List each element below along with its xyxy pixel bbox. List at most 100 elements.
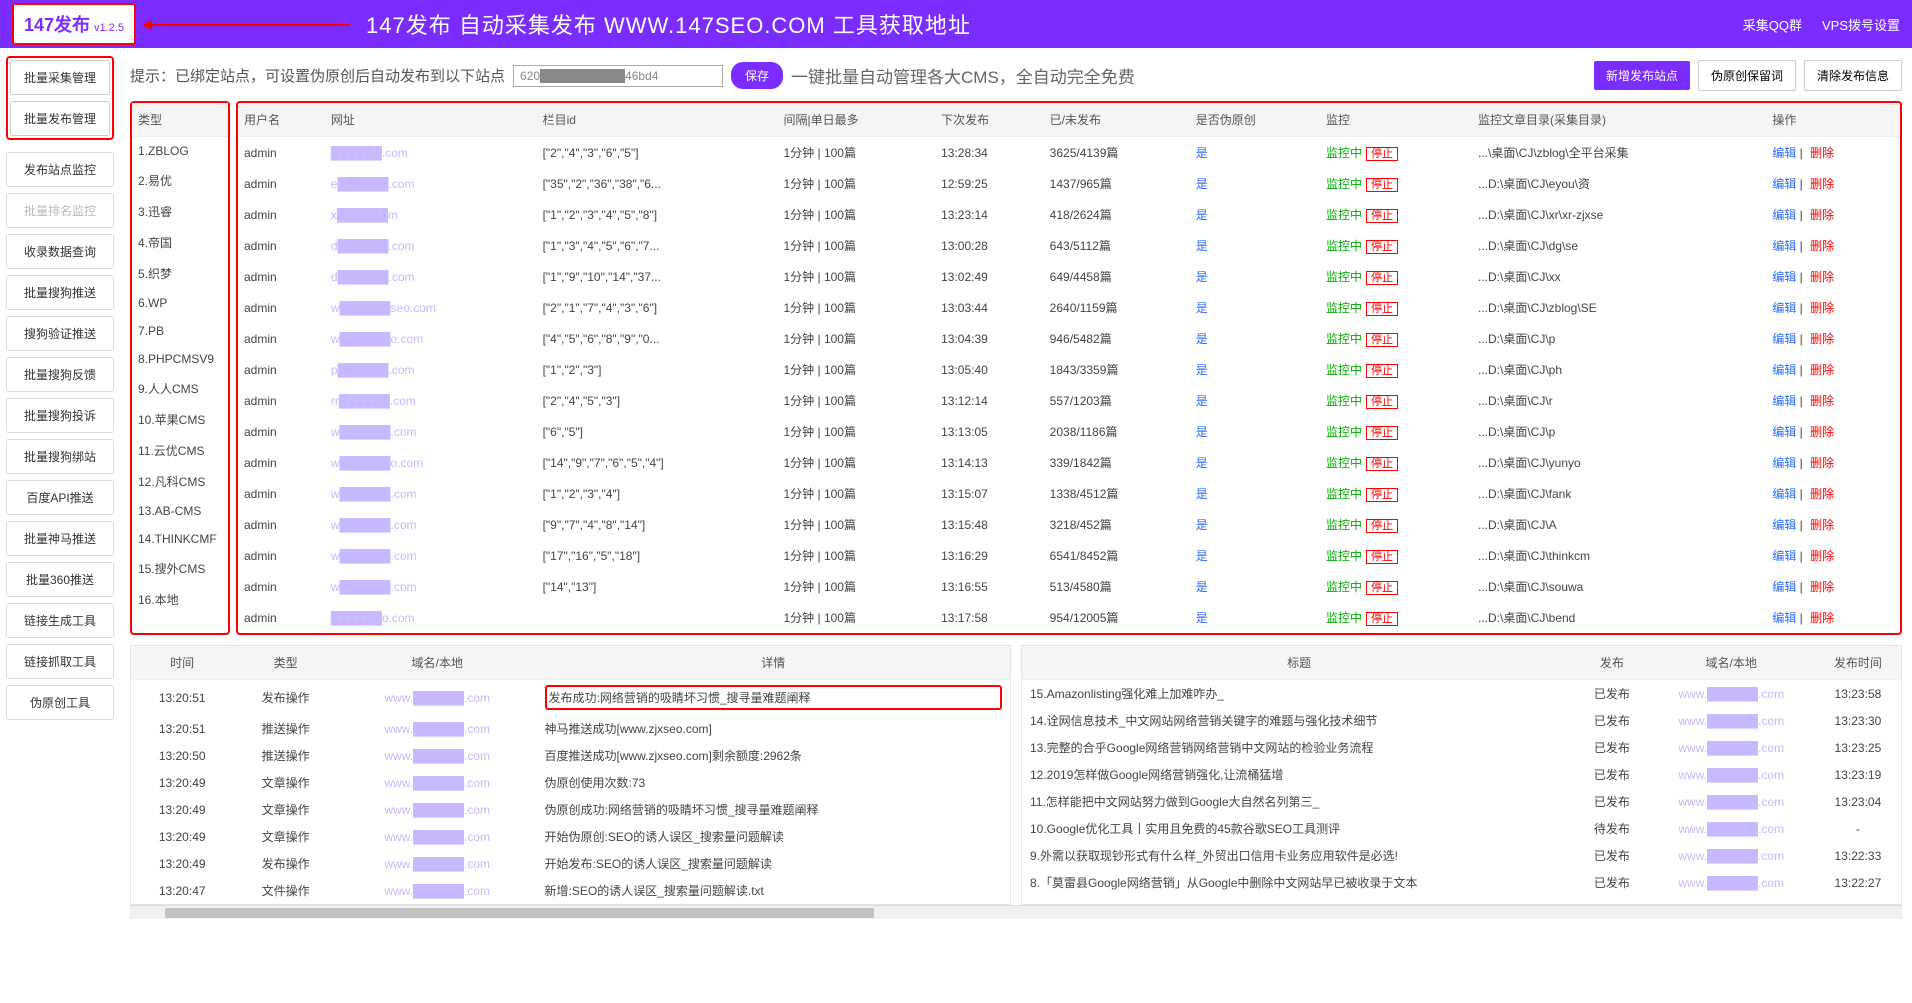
stop-button[interactable]: 停止 xyxy=(1366,426,1398,440)
fake-cell[interactable]: 是 xyxy=(1190,323,1320,354)
sidebar-item[interactable]: 收录数据查询 xyxy=(6,234,114,269)
token-input[interactable] xyxy=(513,65,723,87)
delete-link[interactable]: 删除 xyxy=(1810,146,1834,160)
edit-link[interactable]: 编辑 xyxy=(1772,301,1796,315)
fake-cell[interactable]: 是 xyxy=(1190,602,1320,633)
fake-cell[interactable]: 是 xyxy=(1190,385,1320,416)
add-site-button[interactable]: 新增发布站点 xyxy=(1594,61,1690,90)
edit-link[interactable]: 编辑 xyxy=(1772,425,1796,439)
url-cell[interactable]: d██████.com xyxy=(325,230,537,261)
edit-link[interactable]: 编辑 xyxy=(1772,611,1796,625)
delete-link[interactable]: 删除 xyxy=(1810,270,1834,284)
url-cell[interactable]: w██████.com xyxy=(325,478,537,509)
url-cell[interactable]: w██████seo.com xyxy=(325,292,537,323)
stop-button[interactable]: 停止 xyxy=(1366,209,1398,223)
sidebar-item[interactable]: 批量排名监控 xyxy=(6,193,114,228)
delete-link[interactable]: 删除 xyxy=(1810,487,1834,501)
url-cell[interactable]: w██████.com xyxy=(325,416,537,447)
sidebar-item[interactable]: 发布站点监控 xyxy=(6,152,114,187)
delete-link[interactable]: 删除 xyxy=(1810,177,1834,191)
url-cell[interactable]: ██████o.com xyxy=(325,602,537,633)
url-cell[interactable]: w██████.com xyxy=(325,509,537,540)
edit-link[interactable]: 编辑 xyxy=(1772,580,1796,594)
stop-button[interactable]: 停止 xyxy=(1366,364,1398,378)
edit-link[interactable]: 编辑 xyxy=(1772,239,1796,253)
fake-cell[interactable]: 是 xyxy=(1190,571,1320,602)
stop-button[interactable]: 停止 xyxy=(1366,271,1398,285)
sidebar-item[interactable]: 链接生成工具 xyxy=(6,603,114,638)
delete-link[interactable]: 删除 xyxy=(1810,456,1834,470)
edit-link[interactable]: 编辑 xyxy=(1772,518,1796,532)
fake-cell[interactable]: 是 xyxy=(1190,230,1320,261)
fake-cell[interactable]: 是 xyxy=(1190,168,1320,199)
url-cell[interactable]: w██████.com xyxy=(325,540,537,571)
h-scrollbar[interactable] xyxy=(130,905,1902,919)
edit-link[interactable]: 编辑 xyxy=(1772,208,1796,222)
delete-link[interactable]: 删除 xyxy=(1810,549,1834,563)
delete-link[interactable]: 删除 xyxy=(1810,518,1834,532)
delete-link[interactable]: 删除 xyxy=(1810,580,1834,594)
sidebar-item[interactable]: 批量360推送 xyxy=(6,562,114,597)
url-cell[interactable]: x██████m xyxy=(325,199,537,230)
stop-button[interactable]: 停止 xyxy=(1366,488,1398,502)
sidebar-item[interactable]: 百度API推送 xyxy=(6,480,114,515)
stop-button[interactable]: 停止 xyxy=(1366,581,1398,595)
delete-link[interactable]: 删除 xyxy=(1810,208,1834,222)
delete-link[interactable]: 删除 xyxy=(1810,611,1834,625)
stop-button[interactable]: 停止 xyxy=(1366,302,1398,316)
url-cell[interactable]: w██████.com xyxy=(325,571,537,602)
edit-link[interactable]: 编辑 xyxy=(1772,394,1796,408)
fake-cell[interactable]: 是 xyxy=(1190,447,1320,478)
delete-link[interactable]: 删除 xyxy=(1810,394,1834,408)
delete-link[interactable]: 删除 xyxy=(1810,301,1834,315)
edit-link[interactable]: 编辑 xyxy=(1772,363,1796,377)
edit-link[interactable]: 编辑 xyxy=(1772,146,1796,160)
edit-link[interactable]: 编辑 xyxy=(1772,456,1796,470)
sidebar-collect-manage[interactable]: 批量采集管理 xyxy=(10,60,110,95)
stop-button[interactable]: 停止 xyxy=(1366,550,1398,564)
stop-button[interactable]: 停止 xyxy=(1366,178,1398,192)
delete-link[interactable]: 删除 xyxy=(1810,363,1834,377)
sidebar-item[interactable]: 批量搜狗投诉 xyxy=(6,398,114,433)
sidebar-publish-manage[interactable]: 批量发布管理 xyxy=(10,101,110,136)
edit-link[interactable]: 编辑 xyxy=(1772,332,1796,346)
keep-words-button[interactable]: 伪原创保留词 xyxy=(1698,60,1796,91)
stop-button[interactable]: 停止 xyxy=(1366,612,1398,626)
url-cell[interactable]: rr██████.com xyxy=(325,385,537,416)
stop-button[interactable]: 停止 xyxy=(1366,457,1398,471)
stop-button[interactable]: 停止 xyxy=(1366,519,1398,533)
edit-link[interactable]: 编辑 xyxy=(1772,270,1796,284)
url-cell[interactable]: e██████.com xyxy=(325,168,537,199)
clear-pub-button[interactable]: 清除发布信息 xyxy=(1804,60,1902,91)
link-qq-group[interactable]: 采集QQ群 xyxy=(1743,15,1802,34)
stop-button[interactable]: 停止 xyxy=(1366,333,1398,347)
edit-link[interactable]: 编辑 xyxy=(1772,549,1796,563)
fake-cell[interactable]: 是 xyxy=(1190,354,1320,385)
edit-link[interactable]: 编辑 xyxy=(1772,487,1796,501)
fake-cell[interactable]: 是 xyxy=(1190,292,1320,323)
url-cell[interactable]: w██████o.com xyxy=(325,323,537,354)
url-cell[interactable]: ██████.com xyxy=(325,137,537,169)
sidebar-item[interactable]: 批量搜狗反馈 xyxy=(6,357,114,392)
sidebar-item[interactable]: 链接抓取工具 xyxy=(6,644,114,679)
fake-cell[interactable]: 是 xyxy=(1190,540,1320,571)
link-vps-settings[interactable]: VPS拨号设置 xyxy=(1822,15,1900,34)
delete-link[interactable]: 删除 xyxy=(1810,332,1834,346)
fake-cell[interactable]: 是 xyxy=(1190,478,1320,509)
fake-cell[interactable]: 是 xyxy=(1190,199,1320,230)
fake-cell[interactable]: 是 xyxy=(1190,261,1320,292)
sidebar-item[interactable]: 伪原创工具 xyxy=(6,685,114,720)
delete-link[interactable]: 删除 xyxy=(1810,239,1834,253)
stop-button[interactable]: 停止 xyxy=(1366,240,1398,254)
url-cell[interactable]: d██████.com xyxy=(325,261,537,292)
fake-cell[interactable]: 是 xyxy=(1190,416,1320,447)
url-cell[interactable]: w██████o.com xyxy=(325,447,537,478)
delete-link[interactable]: 删除 xyxy=(1810,425,1834,439)
edit-link[interactable]: 编辑 xyxy=(1772,177,1796,191)
fake-cell[interactable]: 是 xyxy=(1190,137,1320,169)
sidebar-item[interactable]: 批量神马推送 xyxy=(6,521,114,556)
stop-button[interactable]: 停止 xyxy=(1366,395,1398,409)
stop-button[interactable]: 停止 xyxy=(1366,147,1398,161)
url-cell[interactable]: p██████.com xyxy=(325,354,537,385)
sidebar-item[interactable]: 批量搜狗推送 xyxy=(6,275,114,310)
